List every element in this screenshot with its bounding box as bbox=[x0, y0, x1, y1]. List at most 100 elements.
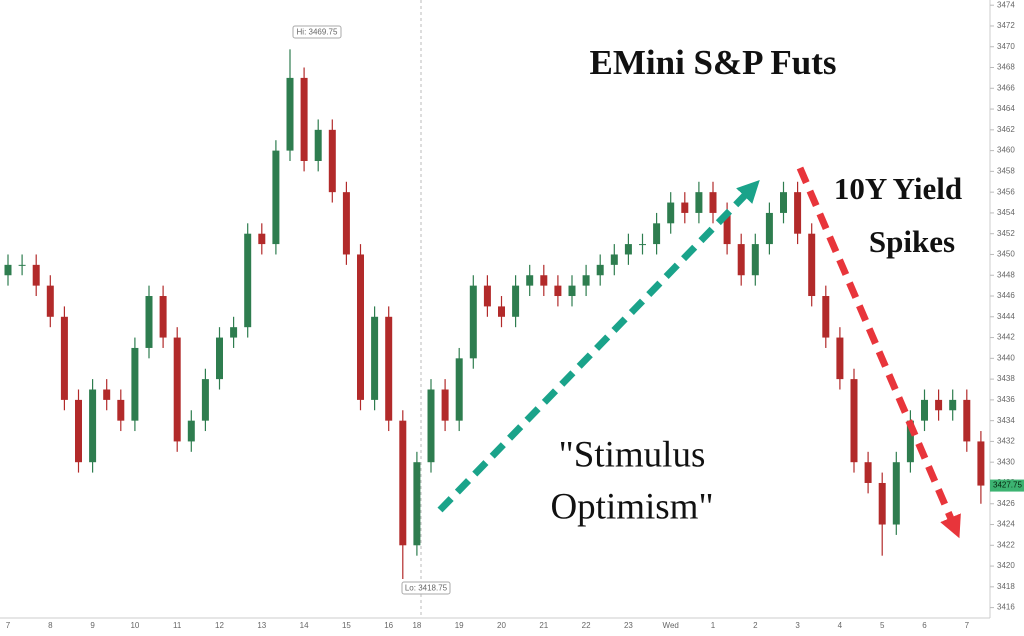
candle-body bbox=[300, 77, 308, 161]
candle-body bbox=[131, 347, 139, 421]
candle-body bbox=[399, 420, 407, 546]
y-tick-label: 3466 bbox=[997, 83, 1015, 92]
candle-body bbox=[624, 244, 632, 255]
y-tick-label: 3430 bbox=[997, 457, 1015, 466]
y-tick-label: 3438 bbox=[997, 374, 1015, 383]
candle-body bbox=[244, 233, 252, 328]
x-tick-label: 3 bbox=[795, 621, 800, 630]
candle-body bbox=[357, 254, 364, 400]
chart-title: EMini S&P Futs bbox=[590, 43, 837, 82]
candle-body bbox=[455, 358, 463, 421]
candle-body bbox=[681, 202, 689, 213]
x-tick-label: Wed bbox=[663, 621, 679, 630]
hi-label: Hi: 3469.75 bbox=[297, 28, 338, 37]
y-tick-label: 3450 bbox=[997, 250, 1015, 259]
y-tick-label: 3418 bbox=[997, 582, 1015, 591]
y-tick-label: 3460 bbox=[997, 146, 1015, 155]
x-tick-label: 11 bbox=[173, 621, 182, 630]
down-arrow bbox=[796, 166, 961, 539]
candle-body bbox=[117, 399, 125, 421]
y-tick-label: 3462 bbox=[997, 125, 1015, 134]
x-tick-label: 19 bbox=[455, 621, 464, 630]
candle-body bbox=[32, 264, 40, 286]
y-tick-label: 3436 bbox=[997, 395, 1015, 404]
x-tick-label: 4 bbox=[838, 621, 843, 630]
candle-body bbox=[822, 296, 830, 338]
y-tick-label: 3422 bbox=[997, 540, 1015, 549]
candle-body bbox=[314, 129, 322, 161]
candle-body bbox=[850, 379, 858, 463]
candle-body bbox=[427, 389, 435, 463]
candle-body bbox=[413, 462, 421, 546]
candle-body bbox=[46, 285, 54, 317]
candle-body bbox=[639, 244, 646, 246]
hi-box bbox=[292, 25, 342, 39]
y-tick-label: 3472 bbox=[997, 21, 1015, 30]
annotation: Optimism" bbox=[550, 486, 713, 527]
candle-body bbox=[272, 150, 280, 245]
candle-body bbox=[103, 389, 111, 400]
candle-body bbox=[723, 212, 731, 245]
candle-body bbox=[737, 244, 745, 276]
candle-body bbox=[286, 77, 294, 151]
candle-body bbox=[836, 337, 844, 380]
y-tick-label: 3448 bbox=[997, 270, 1015, 279]
y-tick-label: 3442 bbox=[997, 333, 1015, 342]
candle-body bbox=[328, 129, 336, 193]
candle-body bbox=[878, 482, 886, 525]
candle-body bbox=[864, 462, 872, 483]
x-tick-label: 5 bbox=[880, 621, 885, 630]
x-tick-label: 23 bbox=[624, 621, 633, 630]
y-tick-label: 3454 bbox=[997, 208, 1015, 217]
y-tick-label: 3424 bbox=[997, 520, 1015, 529]
candle-body bbox=[187, 420, 195, 442]
candle-body bbox=[667, 202, 675, 224]
annotation: "Stimulus bbox=[559, 434, 706, 475]
candle-body bbox=[892, 462, 900, 525]
x-tick-label: 22 bbox=[582, 621, 591, 630]
candle-body bbox=[145, 296, 153, 348]
candle-body bbox=[371, 316, 379, 400]
y-tick-label: 3444 bbox=[997, 312, 1015, 321]
candle-body bbox=[469, 285, 477, 359]
x-tick-label: 15 bbox=[342, 621, 351, 630]
x-tick-label: 10 bbox=[130, 621, 139, 630]
candle-body bbox=[216, 337, 223, 380]
candle-body bbox=[18, 264, 26, 266]
candle-body bbox=[906, 420, 914, 463]
candle-body bbox=[75, 399, 82, 463]
candle-body bbox=[653, 223, 661, 245]
lo-box bbox=[401, 581, 451, 595]
y-tick-label: 3468 bbox=[997, 63, 1015, 72]
candle-body bbox=[568, 285, 576, 297]
x-tick-label: 13 bbox=[257, 621, 266, 630]
candle-body bbox=[963, 399, 971, 442]
y-tick-label: 3426 bbox=[997, 499, 1015, 508]
y-tick-label: 3452 bbox=[997, 229, 1015, 238]
candle-body bbox=[498, 306, 505, 317]
candle-body bbox=[554, 285, 562, 297]
candle-body bbox=[385, 316, 393, 421]
candle-body bbox=[258, 233, 266, 245]
lo-label: Lo: 3418.75 bbox=[405, 584, 448, 593]
x-tick-label: 8 bbox=[48, 621, 53, 630]
candle-body bbox=[596, 264, 604, 276]
candle-body bbox=[751, 244, 759, 276]
x-tick-label: 21 bbox=[539, 621, 548, 630]
candle-body bbox=[173, 337, 181, 442]
candle-body bbox=[808, 233, 816, 297]
y-tick-label: 3470 bbox=[997, 42, 1015, 51]
x-tick-label: 16 bbox=[384, 621, 393, 630]
x-tick-label: 9 bbox=[90, 621, 95, 630]
annotation: Spikes bbox=[869, 224, 955, 259]
candle-body bbox=[159, 296, 167, 338]
y-tick-label: 3440 bbox=[997, 353, 1015, 362]
candle-body bbox=[921, 399, 928, 421]
candle-body bbox=[512, 285, 520, 317]
y-tick-label: 3432 bbox=[997, 437, 1015, 446]
candle-body bbox=[977, 441, 985, 486]
x-tick-label: 1 bbox=[711, 621, 716, 630]
candle-body bbox=[89, 389, 97, 463]
